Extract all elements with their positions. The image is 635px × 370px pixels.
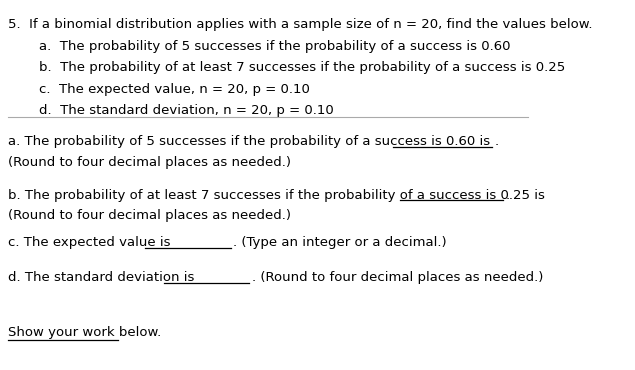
- Text: d. The standard deviation is: d. The standard deviation is: [8, 271, 195, 284]
- Text: b. The probability of at least 7 successes if the probability of a success is 0.: b. The probability of at least 7 success…: [8, 189, 545, 202]
- Text: 5.  If a binomial distribution applies with a sample size of n = 20, find the va: 5. If a binomial distribution applies wi…: [8, 18, 593, 31]
- Text: . (Type an integer or a decimal.): . (Type an integer or a decimal.): [234, 236, 447, 249]
- Text: . (Round to four decimal places as needed.): . (Round to four decimal places as neede…: [252, 271, 544, 284]
- Text: (Round to four decimal places as needed.): (Round to four decimal places as needed.…: [8, 156, 291, 169]
- Text: c. The expected value is: c. The expected value is: [8, 236, 171, 249]
- Text: a. The probability of 5 successes if the probability of a success is 0.60 is: a. The probability of 5 successes if the…: [8, 135, 490, 148]
- Text: Show your work below.: Show your work below.: [8, 326, 161, 339]
- Text: .: .: [495, 135, 499, 148]
- Text: c.  The expected value, n = 20, p = 0.10: c. The expected value, n = 20, p = 0.10: [39, 83, 310, 95]
- Text: .: .: [505, 189, 510, 202]
- Text: b.  The probability of at least 7 successes if the probability of a success is 0: b. The probability of at least 7 success…: [39, 61, 565, 74]
- Text: a.  The probability of 5 successes if the probability of a success is 0.60: a. The probability of 5 successes if the…: [39, 40, 511, 53]
- Text: d.  The standard deviation, n = 20, p = 0.10: d. The standard deviation, n = 20, p = 0…: [39, 104, 333, 117]
- Text: (Round to four decimal places as needed.): (Round to four decimal places as needed.…: [8, 209, 291, 222]
